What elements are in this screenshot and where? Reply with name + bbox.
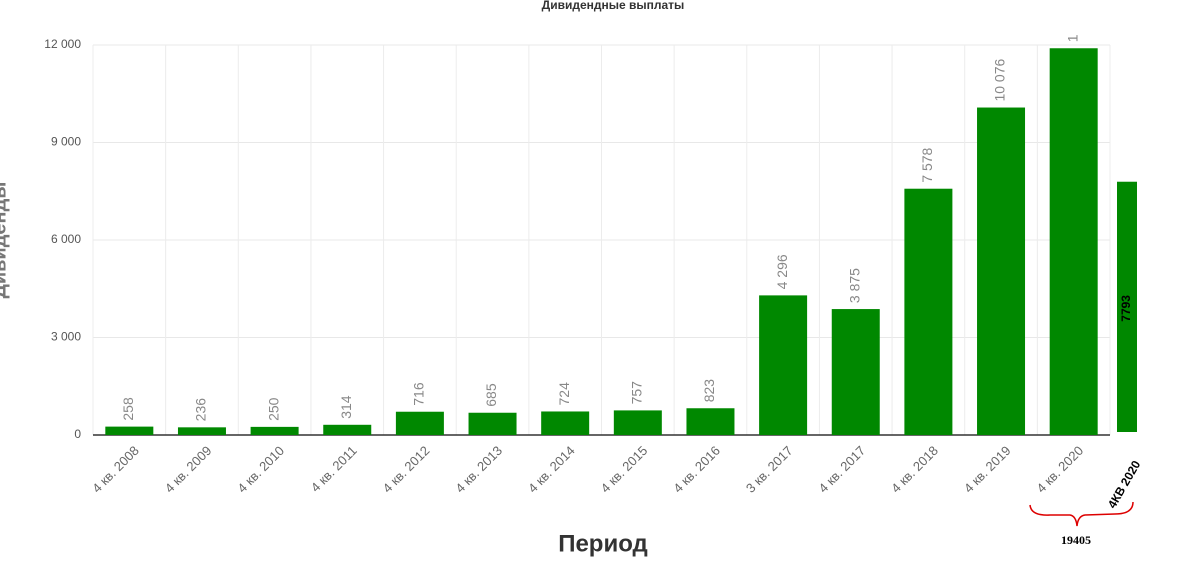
value-label: 236 <box>193 398 209 422</box>
value-label: 757 <box>629 381 645 405</box>
y-tick-label: 9 000 <box>51 135 81 149</box>
value-label: 716 <box>411 382 427 406</box>
x-tick-label: 4 кв. 2010 <box>234 443 287 496</box>
y-tick-label: 12 000 <box>44 37 81 51</box>
x-tick-label: 4 кв. 2011 <box>308 443 360 495</box>
x-tick-label: 4 кв. 2019 <box>961 443 1014 496</box>
x-tick-label: 4 кв. 2017 <box>816 443 869 496</box>
annotation-bar <box>1117 181 1137 432</box>
x-tick-label: 4 кв. 2015 <box>598 443 651 496</box>
x-tick-label: 4 кв. 2020 <box>1033 443 1086 496</box>
chart-title: Дивидендные выплаты <box>542 0 685 12</box>
bar <box>250 426 299 435</box>
x-tick-label: 4 кв. 2008 <box>89 443 142 496</box>
bar <box>468 412 517 435</box>
value-label: 685 <box>483 383 499 407</box>
x-tick-label: 4 кв. 2018 <box>888 443 941 496</box>
x-axis-label: Период <box>558 530 648 557</box>
y-tick-label: 3 000 <box>51 330 81 344</box>
value-label: 250 <box>265 397 281 421</box>
bar <box>323 424 372 435</box>
value-label: 10 076 <box>992 58 1008 101</box>
bar <box>105 426 154 435</box>
x-tick-label: 4 кв. 2016 <box>670 443 723 496</box>
annotation-total: 19405 <box>1061 533 1091 547</box>
bar <box>977 107 1026 435</box>
bar <box>541 411 590 435</box>
bar <box>686 408 735 435</box>
bar <box>1049 48 1098 435</box>
y-tick-label: 0 <box>74 427 81 441</box>
bar <box>613 410 662 435</box>
bar <box>904 188 953 435</box>
y-axis-label: Дивиденды <box>0 182 10 299</box>
x-tick-label: 3 кв. 2017 <box>743 443 796 496</box>
value-label: 1 <box>1064 34 1080 42</box>
value-label: 3 875 <box>846 268 862 303</box>
brace <box>1029 501 1134 527</box>
annotation-category: 4КВ 2020 <box>1105 458 1144 511</box>
annotation-value-label: 7793 <box>1119 295 1133 322</box>
value-label: 7 578 <box>919 147 935 182</box>
bar <box>831 309 880 435</box>
bar <box>177 427 226 435</box>
x-tick-label: 4 кв. 2012 <box>380 443 433 496</box>
x-tick-label: 4 кв. 2009 <box>162 443 215 496</box>
value-label: 823 <box>701 379 717 403</box>
x-tick-label: 4 кв. 2013 <box>452 443 505 496</box>
value-label: 4 296 <box>774 254 790 289</box>
x-tick-label: 4 кв. 2014 <box>525 443 578 496</box>
y-tick-label: 6 000 <box>51 232 81 246</box>
bar <box>759 295 808 435</box>
bar <box>395 411 444 435</box>
value-label: 314 <box>338 395 354 419</box>
value-label: 724 <box>556 382 572 406</box>
value-label: 258 <box>120 397 136 421</box>
